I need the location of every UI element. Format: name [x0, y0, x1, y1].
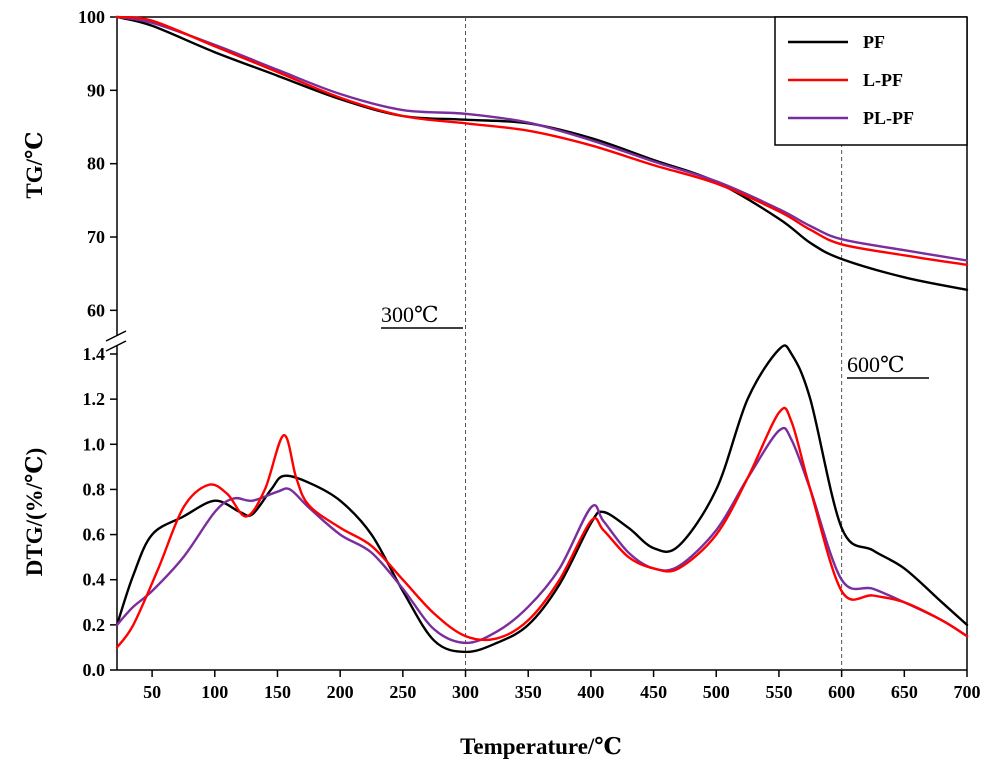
y-tick-label-bottom: 0.4: [83, 570, 106, 590]
legend-label-l-pf: L-PF: [863, 70, 903, 90]
x-axis-title: Temperature/℃: [460, 734, 622, 759]
x-tick-label: 700: [954, 682, 981, 702]
x-tick-label: 500: [703, 682, 730, 702]
y-tick-label-top: 70: [87, 227, 105, 247]
y-tick-label-bottom: 0.6: [83, 525, 106, 545]
series-layer: [115, 15, 969, 654]
x-tick-label: 650: [891, 682, 918, 702]
legend-label-pl-pf: PL-PF: [863, 108, 914, 128]
y-tick-label-top: 90: [87, 80, 105, 100]
x-tick-label: 300: [452, 682, 479, 702]
x-tick-label: 550: [765, 682, 792, 702]
y-tick-label-bottom: 0.0: [83, 660, 106, 680]
tg-series-pl-pf: [115, 15, 969, 262]
legend-label-pf: PF: [863, 32, 885, 52]
tg-series-l-pf: [115, 15, 969, 267]
axis-break-mark-upper: [105, 330, 127, 342]
y-tick-label-bottom: 0.8: [83, 479, 106, 499]
y-axis-title-dtg: DTG/(%/℃): [22, 448, 47, 577]
y-tick-label-top: 100: [78, 7, 105, 27]
annotation-300c: 300℃: [381, 302, 439, 327]
x-tick-label: 400: [577, 682, 604, 702]
y-tick-label-bottom: 1.4: [83, 344, 106, 364]
y-tick-label-bottom: 0.2: [83, 615, 106, 635]
x-tick-label: 200: [327, 682, 354, 702]
x-tick-label: 150: [264, 682, 291, 702]
x-tick-label: 450: [640, 682, 667, 702]
legend: PF L-PF PL-PF: [774, 16, 968, 146]
x-tick-label: 50: [143, 682, 161, 702]
y-tick-label-bottom: 1.0: [83, 434, 106, 454]
y-axis-title-tg: TG/℃: [22, 131, 47, 198]
y-tick-label-top: 60: [87, 300, 105, 320]
text-layer: TG/℃ DTG/(%/℃) Temperature/℃ 300℃ 600℃: [22, 131, 905, 759]
axis-ticks-layer: 60 70 80 90 100 0.0 0.2 0.4 0.6 0.8 1.0 1.2 1.4 50 100…: [78, 7, 981, 702]
x-tick-label: 600: [828, 682, 855, 702]
y-tick-label-bottom: 1.2: [83, 389, 106, 409]
axis-break-mark-lower: [105, 340, 127, 352]
y-tick-label-top: 80: [87, 154, 105, 174]
annotation-600c: 600℃: [847, 352, 905, 377]
x-tick-label: 250: [389, 682, 416, 702]
x-tick-label: 350: [515, 682, 542, 702]
x-tick-label: 100: [201, 682, 228, 702]
dtg-series-l-pf: [115, 406, 969, 649]
